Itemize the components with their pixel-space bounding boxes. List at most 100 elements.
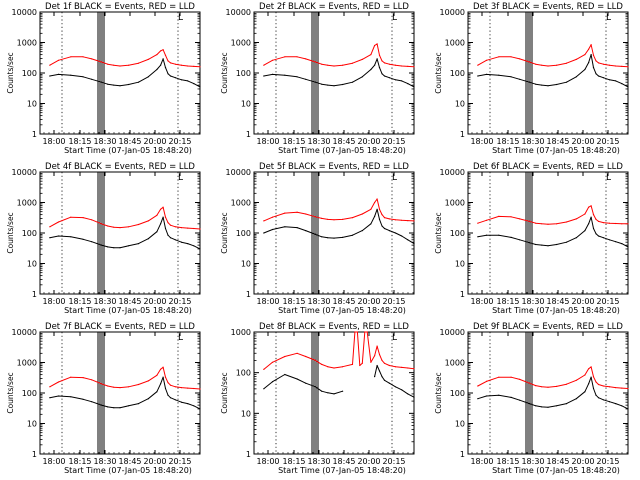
events-point — [374, 376, 376, 378]
lld-point — [193, 387, 195, 390]
lld-point — [305, 355, 307, 358]
x-axis-label: Start Time (07-Jan-05 18:48:20) — [492, 466, 620, 475]
x-axis-label: Start Time (07-Jan-05 18:48:20) — [278, 146, 406, 155]
lld-point — [354, 331, 356, 333]
lld-point — [381, 359, 383, 361]
lld-point — [565, 383, 568, 385]
x-tick-label: 18:45 — [546, 297, 569, 306]
y-axis-label: Counts/sec — [220, 372, 229, 413]
events-point — [370, 223, 372, 225]
x-axis-label: Start Time (07-Jan-05 18:48:20) — [64, 146, 192, 155]
lld-series-line — [477, 366, 629, 389]
lld-point — [137, 62, 140, 64]
events-point — [137, 243, 140, 245]
lld-point — [621, 387, 623, 389]
lld-point — [119, 227, 121, 229]
lld-series-line — [49, 366, 201, 390]
events-point — [621, 243, 623, 245]
events-point — [510, 396, 512, 398]
lld-point — [100, 61, 103, 63]
lld-point — [271, 59, 274, 61]
events-point — [160, 383, 162, 385]
x-tick-label: 18:15 — [282, 137, 305, 146]
lld-point — [162, 366, 164, 368]
lld-point — [477, 64, 479, 66]
events-point — [498, 394, 500, 396]
x-axis-label: Start Time (07-Jan-05 18:48:20) — [64, 306, 192, 315]
events-point — [510, 76, 512, 78]
events-point — [351, 234, 354, 236]
x-tick-label: 18:30 — [521, 297, 544, 306]
events-point — [535, 83, 537, 85]
events-point — [49, 397, 51, 399]
lld-point — [376, 198, 378, 200]
lld-point — [351, 363, 354, 365]
y-axis-label: Counts/sec — [434, 52, 443, 93]
panel-title: Det 2f BLACK = Events, RED = LLD — [259, 2, 409, 12]
lld-point — [584, 54, 586, 56]
events-point — [314, 233, 317, 235]
x-tick-label: 18:15 — [282, 297, 305, 306]
lld-point — [49, 226, 51, 228]
lld-point — [388, 364, 390, 367]
x-tick-label: 20:00 — [571, 137, 594, 146]
lld-point — [547, 223, 549, 225]
lld-point — [498, 215, 500, 217]
y-tick-label: 1 — [460, 450, 465, 459]
y-axis-label: Counts/sec — [220, 212, 229, 253]
events-point — [597, 397, 600, 399]
lld-point — [113, 226, 115, 228]
panel-title: Det 3f BLACK = Events, RED = LLD — [473, 2, 623, 12]
x-tick-label: 18:15 — [68, 457, 91, 466]
plot-frame — [39, 171, 201, 295]
lld-point — [588, 48, 590, 50]
corner-mark: L — [178, 333, 183, 343]
x-tick-label: 20:00 — [143, 457, 166, 466]
lld-point — [401, 65, 403, 67]
events-point — [401, 80, 403, 82]
lld-point — [498, 376, 500, 378]
lld-point — [91, 58, 93, 60]
y-tick-label: 100 — [22, 69, 37, 78]
lld-point — [70, 376, 72, 378]
lld-point — [590, 44, 592, 46]
events-point — [519, 78, 521, 80]
x-tick-label: 18:45 — [546, 457, 569, 466]
lld-point — [547, 65, 549, 67]
lld-point — [160, 50, 162, 52]
y-tick-label: 1 — [32, 130, 37, 139]
y-tick-label: 1000 — [17, 359, 37, 368]
x-axis-label: Start Time (07-Jan-05 18:48:20) — [64, 466, 192, 475]
events-point — [376, 208, 378, 210]
lld-point — [314, 61, 317, 63]
lld-point — [621, 65, 623, 67]
x-tick-label: 18:00 — [470, 297, 493, 306]
events-point — [333, 85, 335, 87]
lld-point — [627, 223, 629, 225]
events-point — [565, 81, 568, 83]
x-tick-label: 18:00 — [470, 137, 493, 146]
lld-point — [575, 58, 577, 61]
events-point — [595, 73, 597, 75]
lld-point — [383, 62, 386, 64]
lld-point — [565, 221, 568, 223]
lld-point — [296, 352, 298, 354]
lld-point — [374, 201, 376, 204]
lld-point — [361, 362, 363, 364]
lld-point — [535, 63, 537, 65]
x-tick-label: 20:00 — [143, 297, 166, 306]
lld-point — [351, 62, 354, 64]
events-point — [407, 83, 409, 85]
lld-point — [376, 43, 378, 45]
y-tick-label: 100 — [450, 389, 465, 398]
lld-point — [407, 367, 409, 369]
events-point — [70, 74, 72, 76]
lld-point — [383, 362, 386, 364]
events-point — [284, 373, 286, 376]
lld-point — [284, 56, 286, 58]
lld-point — [160, 368, 162, 370]
lld-series-line — [49, 49, 201, 68]
lld-point — [169, 224, 172, 226]
lld-point — [342, 366, 344, 368]
